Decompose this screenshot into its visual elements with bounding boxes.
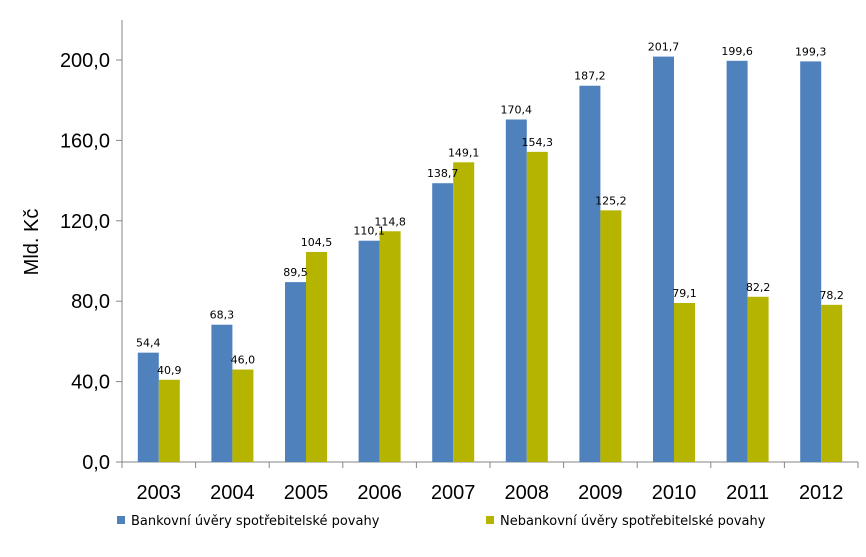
legend-swatch bbox=[117, 516, 125, 524]
bar-bank bbox=[653, 56, 674, 462]
bar-bank bbox=[579, 85, 601, 462]
data-label: 199,6 bbox=[721, 45, 753, 58]
x-tick-label: 2012 bbox=[799, 482, 844, 504]
bar-nonbank bbox=[674, 303, 695, 462]
legend-entry-label: Bankovní úvěry spotřebitelské povahy bbox=[131, 514, 380, 529]
bar-bank bbox=[358, 240, 380, 462]
axes: 0,0 40,0 80,0 120,0 160,0 200,0 2003 2004 2005 20… bbox=[60, 20, 859, 504]
bar-bank bbox=[726, 60, 748, 462]
data-label: 201,7 bbox=[648, 41, 680, 54]
data-label: 154,3 bbox=[522, 136, 554, 149]
x-tick-label: 2008 bbox=[505, 482, 550, 504]
data-label: 199,3 bbox=[795, 45, 827, 58]
y-tick-label: 120,0 bbox=[60, 211, 110, 233]
bars bbox=[137, 56, 843, 462]
x-tick-label: 2006 bbox=[357, 482, 402, 504]
data-label: 40,9 bbox=[157, 364, 182, 377]
bar-nonbank bbox=[232, 369, 254, 462]
bar-bank bbox=[432, 183, 454, 462]
bar-bank bbox=[505, 119, 527, 462]
data-label: 78,2 bbox=[819, 289, 844, 302]
legend-entry-label: Nebankovní úvěry spotřebitelské povahy bbox=[500, 514, 766, 529]
y-axis-label: Mld. Kč bbox=[21, 209, 43, 276]
bar-nonbank bbox=[379, 231, 401, 462]
data-label: 138,7 bbox=[427, 167, 459, 180]
x-tick-label: 2010 bbox=[652, 482, 697, 504]
data-label: 170,4 bbox=[501, 103, 533, 116]
data-label: 46,0 bbox=[231, 354, 256, 367]
data-label: 79,1 bbox=[672, 287, 697, 300]
bar-bank bbox=[800, 61, 822, 462]
x-tick-label: 2011 bbox=[726, 482, 769, 504]
data-label: 125,2 bbox=[595, 194, 627, 207]
y-tick-label: 200,0 bbox=[60, 50, 110, 72]
bar-bank bbox=[285, 282, 306, 462]
bar-nonbank bbox=[453, 162, 475, 462]
bar-nonbank bbox=[306, 251, 327, 462]
legend: Bankovní úvěry spotřebitelské povahy Neba… bbox=[117, 514, 766, 529]
data-label: 114,8 bbox=[374, 215, 406, 228]
data-label: 104,5 bbox=[301, 236, 333, 249]
y-tick-label: 160,0 bbox=[60, 130, 110, 152]
bar-nonbank bbox=[747, 296, 769, 462]
bar-bank bbox=[137, 352, 159, 462]
data-label: 89,5 bbox=[283, 266, 308, 279]
bar-bank bbox=[211, 324, 233, 462]
data-label: 82,2 bbox=[746, 281, 771, 294]
legend-swatch bbox=[486, 516, 494, 524]
data-label: 149,1 bbox=[448, 146, 480, 159]
data-label: 68,3 bbox=[210, 309, 235, 322]
x-tick-label: 2005 bbox=[284, 482, 329, 504]
x-tick-label: 2004 bbox=[210, 482, 255, 504]
bar-nonbank bbox=[600, 210, 622, 462]
bar-nonbank bbox=[821, 304, 843, 462]
y-tick-label: 40,0 bbox=[71, 372, 110, 394]
bar-nonbank bbox=[158, 379, 180, 462]
x-tick-label: 2007 bbox=[431, 482, 476, 504]
data-label: 110,1 bbox=[353, 225, 385, 238]
y-tick-label: 80,0 bbox=[71, 291, 110, 313]
x-tick-label: 2009 bbox=[578, 482, 623, 504]
data-label: 187,2 bbox=[574, 70, 606, 83]
data-label: 54,4 bbox=[136, 337, 161, 350]
y-tick-label: 0,0 bbox=[82, 452, 110, 474]
x-tick-label: 2003 bbox=[137, 482, 182, 504]
bar-nonbank bbox=[526, 151, 548, 462]
